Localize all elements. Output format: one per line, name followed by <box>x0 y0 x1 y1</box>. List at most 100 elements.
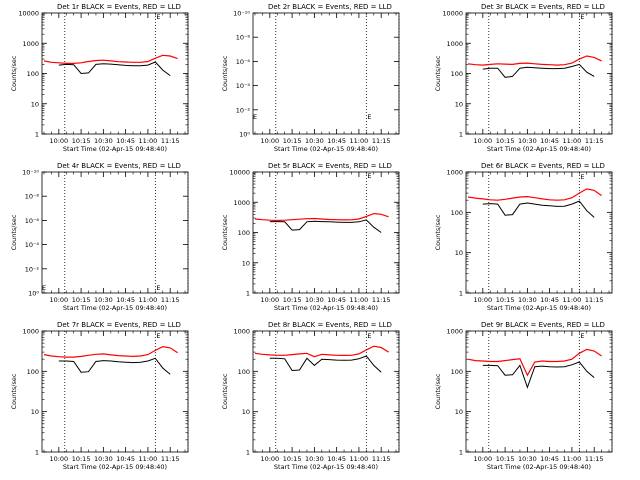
events-series-line <box>58 61 171 77</box>
event-marker: E <box>42 284 46 292</box>
y-tick-label: 10⁻⁸ <box>236 34 251 42</box>
x-tick-label: 10:45 <box>540 296 559 304</box>
y-tick-label: 100 <box>451 209 463 217</box>
y-axis-label: Counts/sec <box>434 214 442 250</box>
event-marker: E <box>367 113 371 121</box>
x-tick-label: 11:15 <box>585 455 604 463</box>
x-tick-label: 10:15 <box>283 455 302 463</box>
event-marker: E <box>253 113 257 121</box>
y-tick-label: 1 <box>459 449 463 457</box>
x-tick-label: 11:15 <box>161 296 180 304</box>
panel-title: Det 4r BLACK = Events, RED = LLD <box>57 162 181 170</box>
x-tick-label: 10:15 <box>72 455 91 463</box>
x-axis-label: Start Time (02-Apr-15 09:48:40) <box>274 304 378 312</box>
y-tick-label: 10000 <box>442 10 463 18</box>
plot-frame <box>252 171 400 294</box>
x-axis-label: Start Time (02-Apr-15 09:48:40) <box>63 463 167 471</box>
y-tick-label: 100 <box>238 229 250 237</box>
plot-frame <box>252 12 400 135</box>
x-tick-label: 10:00 <box>473 455 492 463</box>
panel-title: Det 8r BLACK = Events, RED = LLD <box>268 321 392 329</box>
y-tick-label: 10⁻⁴ <box>236 82 251 90</box>
events-series-line <box>269 219 382 233</box>
events-series-line <box>482 361 595 389</box>
x-tick-label: 10:00 <box>473 137 492 145</box>
y-tick-label: 1 <box>459 290 463 298</box>
detector-panel-9: Det 9r BLACK = Events, RED = LLD 1 10 100 10… <box>434 321 613 471</box>
x-tick-label: 11:00 <box>350 137 369 145</box>
events-series-line <box>269 355 382 373</box>
y-axis-label: Counts/sec <box>434 373 442 409</box>
y-axis-label: Counts/sec <box>10 214 18 250</box>
panel-title: Det 5r BLACK = Events, RED = LLD <box>268 162 392 170</box>
y-tick-label: 1 <box>246 290 250 298</box>
events-series-line <box>58 357 171 375</box>
detector-panel-4: Det 4r BLACK = Events, RED = LLD 10⁰ 10⁻² 1… <box>10 162 189 312</box>
x-tick-label: 10:30 <box>94 137 113 145</box>
y-tick-label: 100 <box>27 70 39 78</box>
y-tick-label: 1000 <box>233 328 250 336</box>
x-tick-label: 11:00 <box>139 296 158 304</box>
x-tick-label: 11:00 <box>563 296 582 304</box>
x-tick-label: 10:00 <box>49 137 68 145</box>
x-tick-label: 10:45 <box>327 455 346 463</box>
y-tick-label: 10 <box>455 249 463 257</box>
x-tick-label: 10:15 <box>496 296 515 304</box>
y-tick-label: 10⁻⁶ <box>25 217 40 225</box>
x-tick-label: 11:00 <box>350 296 369 304</box>
lld-series-line <box>254 345 389 358</box>
x-tick-label: 10:30 <box>518 455 537 463</box>
x-tick-label: 11:15 <box>161 455 180 463</box>
y-axis-label: Counts/sec <box>434 55 442 91</box>
detector-panel-8: Det 8r BLACK = Events, RED = LLD 1 10 100 10… <box>221 321 400 471</box>
panel-title: Det 2r BLACK = Events, RED = LLD <box>268 3 392 11</box>
x-tick-label: 10:45 <box>116 137 135 145</box>
x-tick-label: 11:00 <box>139 137 158 145</box>
panel-title: Det 3r BLACK = Events, RED = LLD <box>481 3 605 11</box>
panel-title: Det 1r BLACK = Events, RED = LLD <box>57 3 181 11</box>
x-tick-label: 10:45 <box>540 137 559 145</box>
y-tick-label: 10⁰ <box>239 131 250 139</box>
y-tick-label: 10⁻⁶ <box>236 58 251 66</box>
y-tick-label: 1000 <box>22 328 39 336</box>
event-marker: E <box>156 332 160 340</box>
event-marker: E <box>367 172 371 180</box>
x-tick-label: 10:00 <box>49 296 68 304</box>
y-tick-label: 10 <box>31 100 39 108</box>
event-marker: E <box>156 13 160 21</box>
y-tick-label: 100 <box>238 368 250 376</box>
x-tick-label: 10:15 <box>72 137 91 145</box>
x-tick-label: 10:15 <box>283 137 302 145</box>
y-tick-label: 100 <box>451 70 463 78</box>
x-tick-label: 10:00 <box>260 137 279 145</box>
y-tick-label: 1000 <box>446 169 463 177</box>
y-tick-label: 1000 <box>446 328 463 336</box>
y-tick-label: 10⁻⁸ <box>25 193 40 201</box>
plot-frame <box>252 330 400 453</box>
x-tick-label: 11:00 <box>139 455 158 463</box>
lld-series-line <box>467 348 602 377</box>
event-marker: E <box>367 332 371 340</box>
y-tick-label: 10⁰ <box>28 290 39 298</box>
events-series-line <box>482 200 595 218</box>
y-tick-label: 1000 <box>446 40 463 48</box>
y-tick-label: 10⁻¹⁰ <box>22 169 39 177</box>
panel-title: Det 6r BLACK = Events, RED = LLD <box>481 162 605 170</box>
x-tick-label: 10:15 <box>496 455 515 463</box>
x-tick-label: 11:15 <box>585 137 604 145</box>
y-axis-label: Counts/sec <box>221 55 229 91</box>
detector-panel-7: Det 7r BLACK = Events, RED = LLD 1 10 100 10… <box>10 321 189 471</box>
y-tick-label: 10⁻¹⁰ <box>233 10 250 18</box>
y-tick-label: 10⁻² <box>25 265 40 273</box>
y-tick-label: 10 <box>242 259 250 267</box>
plot-frame <box>41 330 189 453</box>
y-tick-label: 1000 <box>22 40 39 48</box>
x-tick-label: 11:15 <box>372 455 391 463</box>
y-tick-label: 1 <box>35 449 39 457</box>
events-series-line <box>482 63 595 78</box>
x-tick-label: 10:30 <box>518 296 537 304</box>
x-tick-label: 10:00 <box>260 455 279 463</box>
y-tick-label: 1 <box>246 449 250 457</box>
lld-series-line <box>467 55 602 66</box>
